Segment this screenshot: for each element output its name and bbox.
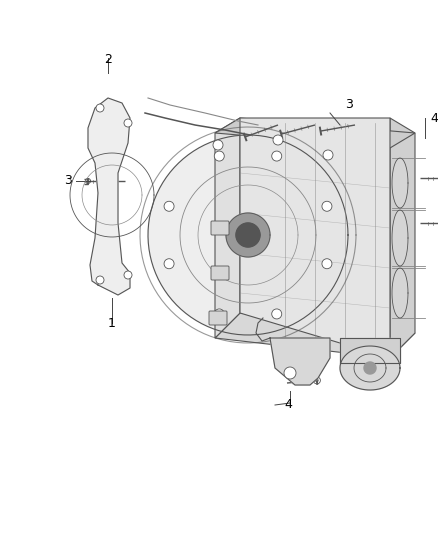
Polygon shape (88, 98, 130, 295)
Text: 3: 3 (64, 174, 72, 188)
Circle shape (214, 151, 224, 161)
Circle shape (124, 119, 132, 127)
Polygon shape (340, 346, 400, 390)
Polygon shape (392, 210, 408, 266)
Circle shape (272, 151, 282, 161)
Circle shape (272, 309, 282, 319)
Text: 1: 1 (108, 317, 116, 330)
Circle shape (124, 271, 132, 279)
Text: 2: 2 (104, 53, 112, 66)
Polygon shape (148, 135, 348, 335)
Text: 4: 4 (430, 111, 438, 125)
Circle shape (213, 140, 223, 150)
Text: 4: 4 (284, 398, 292, 411)
Circle shape (323, 150, 333, 160)
Polygon shape (390, 118, 415, 358)
Polygon shape (340, 338, 400, 363)
Circle shape (96, 276, 104, 284)
Circle shape (273, 135, 283, 145)
Polygon shape (270, 338, 330, 385)
Circle shape (96, 104, 104, 112)
Circle shape (322, 201, 332, 211)
Polygon shape (226, 213, 270, 257)
Polygon shape (364, 362, 376, 374)
Polygon shape (215, 118, 240, 338)
Circle shape (214, 309, 224, 319)
Text: 3: 3 (345, 99, 353, 111)
Circle shape (164, 201, 174, 211)
Circle shape (322, 259, 332, 269)
Circle shape (164, 259, 174, 269)
Circle shape (284, 367, 296, 379)
Polygon shape (215, 313, 415, 358)
Polygon shape (215, 118, 415, 148)
Polygon shape (392, 158, 408, 208)
FancyBboxPatch shape (211, 221, 229, 235)
FancyBboxPatch shape (211, 266, 229, 280)
FancyBboxPatch shape (209, 311, 227, 325)
Polygon shape (236, 223, 260, 247)
Polygon shape (240, 118, 390, 358)
Polygon shape (392, 268, 408, 318)
